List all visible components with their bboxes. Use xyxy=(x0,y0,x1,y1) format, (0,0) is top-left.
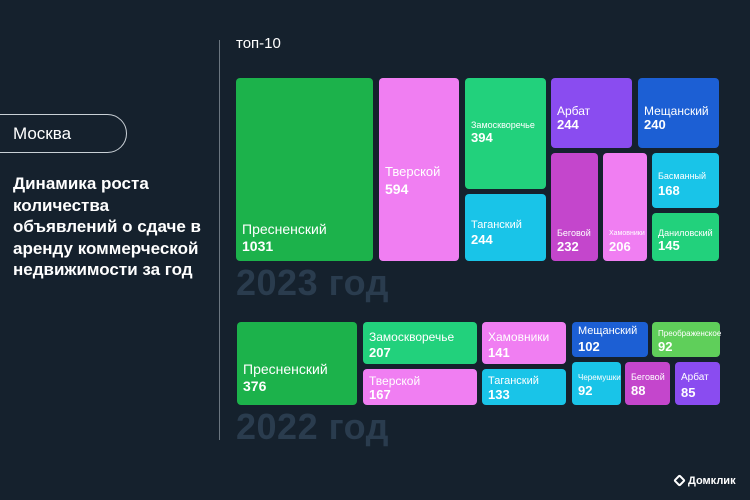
tile-label: Мещанский xyxy=(644,104,709,118)
treemap-tile: Таганский 133 xyxy=(482,369,566,405)
tile-label: Тверской xyxy=(369,374,421,388)
treemap-tile: Беговой 88 xyxy=(625,362,670,405)
treemap-tile: Мещанский 102 xyxy=(572,322,648,357)
treemap-tile: Тверской 167 xyxy=(363,369,477,405)
tile-value: 92 xyxy=(578,383,593,398)
tile-value: 85 xyxy=(681,385,696,400)
treemap-tile: Басманный 168 xyxy=(652,153,719,208)
tile-value: 1031 xyxy=(242,238,274,254)
tile-label: Преображенское xyxy=(658,329,722,338)
tile-value: 167 xyxy=(369,387,391,402)
brand-name: Домклик xyxy=(688,475,736,487)
tile-value: 141 xyxy=(488,345,510,360)
headline: Динамика роста количества объявлений о с… xyxy=(13,174,202,279)
tile-label: Замоскворечье xyxy=(369,330,455,344)
treemap-tile: Даниловский 145 xyxy=(652,213,719,261)
tile-label: Беговой xyxy=(557,228,591,238)
treemap-tile: Преображенское 92 xyxy=(652,322,722,357)
tile-label: Беговой xyxy=(631,372,665,382)
tile-label: Даниловский xyxy=(658,228,713,238)
tile-label: Басманный xyxy=(658,171,707,181)
tile-label: Черемушки xyxy=(578,373,621,382)
brand-logo: Домклик xyxy=(673,474,736,487)
tile-label: Замоскворечье xyxy=(471,120,535,130)
tile-value: 133 xyxy=(488,387,510,402)
treemap-tile: Пресненский 376 xyxy=(237,322,357,405)
tile-label: Пресненский xyxy=(243,361,328,377)
top-label: топ-10 xyxy=(236,35,281,52)
tile-value: 232 xyxy=(557,239,579,254)
tile-value: 102 xyxy=(578,339,600,354)
treemap-tile: Тверской 594 xyxy=(379,78,459,261)
tile-value: 88 xyxy=(631,383,646,398)
region-pill xyxy=(0,114,127,153)
treemap-tile: Пресненский 1031 xyxy=(236,78,373,261)
treemap-tile: Черемушки 92 xyxy=(572,362,621,405)
treemap-tile: Хамовники 206 xyxy=(603,153,647,261)
tile-value: 244 xyxy=(557,117,579,132)
tile-value: 244 xyxy=(471,232,493,247)
tile-label: Пресненский xyxy=(242,221,327,237)
treemap-tile: Хамовники 141 xyxy=(482,322,566,364)
treemap-tile: Мещанский 240 xyxy=(638,78,719,148)
domclick-logo-icon xyxy=(673,474,686,487)
treemap-tile: Арбат 85 xyxy=(675,362,720,405)
treemap-tile: Беговой 232 xyxy=(551,153,598,261)
tile-value: 206 xyxy=(609,239,631,254)
treemap-tile: Таганский 244 xyxy=(465,194,546,261)
tile-value: 168 xyxy=(658,183,680,198)
tile-value: 207 xyxy=(369,345,391,360)
region-label: Москва xyxy=(13,124,72,143)
treemap-tile: Замоскворечье 207 xyxy=(363,322,477,364)
vertical-divider xyxy=(219,40,220,440)
tile-value: 594 xyxy=(385,181,409,197)
tile-value: 394 xyxy=(471,130,493,145)
tile-label: Арбат xyxy=(557,104,591,118)
treemap-tile: Арбат 244 xyxy=(551,78,632,148)
tile-label: Хамовники xyxy=(609,230,645,237)
tile-label: Мещанский xyxy=(578,325,638,337)
tile-label: Тверской xyxy=(385,164,441,179)
tile-label: Арбат xyxy=(681,372,709,383)
tile-label: Хамовники xyxy=(488,330,550,344)
tile-value: 92 xyxy=(658,339,673,354)
year-2023-label: 2023 год xyxy=(236,262,389,303)
tile-label: Таганский xyxy=(488,375,539,387)
tile-value: 145 xyxy=(658,238,680,253)
tile-label: Таганский xyxy=(471,219,522,231)
year-2022-label: 2022 год xyxy=(236,406,389,447)
treemap-tile: Замоскворечье 394 xyxy=(465,78,546,189)
tile-value: 376 xyxy=(243,378,267,394)
tile-value: 240 xyxy=(644,117,666,132)
